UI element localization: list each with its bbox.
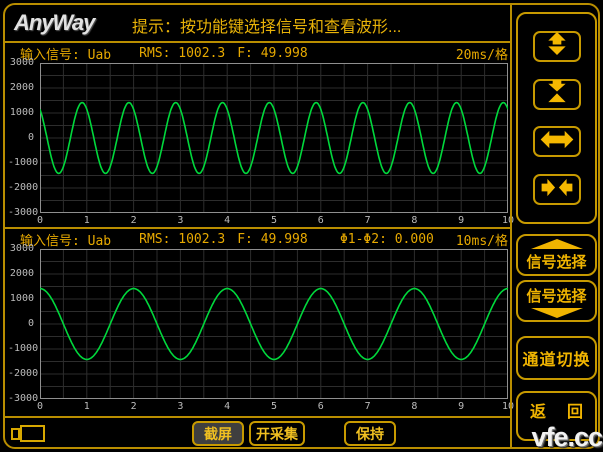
bottombar-divider	[5, 416, 510, 418]
triangle-down-icon	[530, 307, 583, 318]
scale-button-group	[516, 12, 597, 224]
x-axis-tick-label: 8	[411, 215, 418, 226]
y-axis-tick-label: 1000	[9, 107, 34, 118]
triangle-up-icon	[530, 238, 583, 249]
x-axis-tick-label: 7	[364, 401, 371, 412]
x-axis-tick-label: 8	[411, 401, 418, 412]
x-axis-tick-label: 2	[130, 401, 137, 412]
y-axis-tick-label: -1000	[8, 157, 39, 168]
y-axis-tick-label: -3000	[8, 393, 39, 404]
phase-value-label: Φ1-Φ2: 0.000	[339, 231, 434, 247]
signal-select-down-button[interactable]: 信号选择	[516, 280, 597, 322]
x-axis-labels: 0 1 2 3 4 5 6 7 8 9 10	[36, 215, 514, 227]
x-axis-tick-label: 5	[270, 215, 278, 226]
header-divider	[5, 41, 510, 43]
compress-vertical-button[interactable]	[532, 78, 581, 110]
expand-vertical-icon	[538, 31, 576, 61]
expand-horizontal-button[interactable]	[532, 126, 581, 158]
anyway-logo: AnyWay	[14, 10, 95, 35]
battery-terminal	[11, 428, 20, 440]
compress-vertical-icon	[538, 79, 576, 109]
x-axis-tick-label: 3	[177, 215, 184, 226]
screenshot-button[interactable]: 截屏	[192, 421, 244, 446]
y-axis-tick-label: 2000	[9, 268, 34, 279]
x-axis-tick-label: 4	[224, 215, 231, 226]
waveform-panel-bottom: 输入信号: Uab RMS: 1002.3 F: 49.998 Φ1-Φ2: 0…	[8, 229, 514, 416]
x-axis-tick-label: 3	[177, 401, 184, 412]
expand-horizontal-icon	[538, 127, 576, 157]
x-axis-tick-label: 1	[83, 215, 90, 226]
vfe-watermark: vfe.cc	[531, 422, 603, 452]
x-axis-tick-label: 7	[364, 215, 371, 226]
signal-name-label: 输入信号: Uab	[20, 47, 112, 63]
waveform-panel-top: 输入信号: Uab RMS: 1002.3 F: 49.998 20ms/格 3…	[8, 43, 514, 227]
y-axis-tick-label: -3000	[8, 207, 39, 218]
y-axis-tick-label: 2000	[9, 82, 34, 93]
x-axis-tick-label: 0	[36, 401, 44, 412]
battery-body	[20, 425, 45, 442]
timebase-label: 20ms/格	[455, 47, 508, 63]
x-axis-tick-label: 10	[501, 215, 515, 226]
frequency-value-label: F: 49.998	[237, 231, 308, 247]
x-axis-tick-label: 1	[83, 401, 90, 412]
channel-switch-label: 通道切换	[522, 352, 591, 369]
sidebar-divider	[510, 5, 512, 447]
panel-bottom-header: 输入信号: Uab RMS: 1002.3 F: 49.998 Φ1-Φ2: 0…	[20, 231, 508, 249]
y-axis-tick-label: -2000	[8, 368, 39, 379]
y-axis-tick-label: -1000	[8, 343, 39, 354]
y-axis-tick-label: 1000	[9, 293, 34, 304]
signal-select-up-label: 信号选择	[526, 253, 587, 271]
timebase-label: 10ms/格	[455, 233, 508, 249]
channel-switch-button[interactable]: 通道切换	[516, 336, 597, 380]
return-label-left: 返	[530, 404, 547, 421]
x-axis-tick-label: 4	[224, 401, 231, 412]
signal-select-up-button[interactable]: 信号选择	[516, 234, 597, 276]
y-axis-labels: 3000 2000 1000 0 -1000 -2000 -3000	[8, 58, 39, 218]
y-axis-tick-label: 0	[27, 318, 34, 329]
y-axis-tick-label: 3000	[9, 57, 34, 68]
hint-text: 提示：按功能键选择信号和查看波形...	[132, 19, 402, 36]
x-axis-labels: 0 1 2 3 4 5 6 7 8 9 10	[36, 401, 514, 413]
battery-icon	[11, 425, 47, 442]
x-axis-tick-label: 0	[36, 215, 44, 226]
y-axis-tick-label: -2000	[8, 182, 39, 193]
signal-name-label: 输入信号: Uab	[20, 233, 112, 249]
expand-vertical-button[interactable]	[532, 30, 581, 62]
signal-select-down-label: 信号选择	[526, 287, 587, 305]
return-label-right: 回	[566, 404, 583, 421]
x-axis-tick-label: 9	[458, 401, 465, 412]
x-axis-tick-label: 6	[317, 401, 324, 412]
rms-value-label: RMS: 1002.3	[139, 45, 226, 61]
waveform-plot-bottom	[40, 249, 508, 399]
compress-horizontal-button[interactable]	[532, 174, 581, 206]
hold-button[interactable]: 保持	[344, 421, 396, 446]
compress-horizontal-icon	[538, 175, 576, 205]
x-axis-tick-label: 5	[270, 401, 278, 412]
start-acquisition-button[interactable]: 开采集	[249, 421, 305, 446]
return-button[interactable]: 返 回	[516, 391, 597, 441]
panel-top-header: 输入信号: Uab RMS: 1002.3 F: 49.998 20ms/格	[20, 45, 508, 63]
frequency-value-label: F: 49.998	[237, 45, 308, 61]
y-axis-labels: 3000 2000 1000 0 -1000 -2000 -3000	[8, 244, 39, 404]
panel-divider	[5, 227, 510, 229]
y-axis-tick-label: 3000	[9, 243, 34, 254]
x-axis-tick-label: 6	[317, 215, 324, 226]
x-axis-tick-label: 9	[458, 215, 465, 226]
y-axis-tick-label: 0	[27, 132, 34, 143]
x-axis-tick-label: 10	[501, 401, 515, 412]
x-axis-tick-label: 2	[130, 215, 137, 226]
waveform-plot-top	[40, 63, 508, 213]
rms-value-label: RMS: 1002.3	[139, 231, 226, 247]
